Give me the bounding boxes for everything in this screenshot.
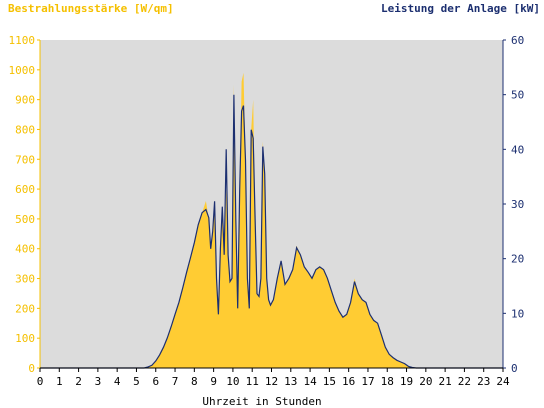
x-tick-label: 1 <box>56 375 63 388</box>
right-tick-label: 10 <box>511 307 524 320</box>
x-tick-label: 3 <box>95 375 102 388</box>
left-tick-label: 700 <box>15 153 35 166</box>
left-tick-label: 500 <box>15 213 35 226</box>
left-tick-label: 400 <box>15 243 35 256</box>
left-tick-label: 1000 <box>9 64 36 77</box>
x-tick-label: 2 <box>75 375 82 388</box>
right-tick-label: 30 <box>511 198 524 211</box>
x-tick-label: 22 <box>458 375 471 388</box>
left-tick-label: 0 <box>28 362 35 375</box>
right-tick-label: 20 <box>511 253 524 266</box>
right-axis-ticks: 0 10 20 30 40 50 60 <box>503 34 524 375</box>
right-tick-label: 60 <box>511 34 524 47</box>
left-tick-label: 200 <box>15 302 35 315</box>
left-tick-label: 800 <box>15 123 35 136</box>
x-axis-label: Uhrzeit in Stunden <box>202 395 321 408</box>
x-tick-label: 10 <box>226 375 239 388</box>
x-tick-label: 5 <box>133 375 140 388</box>
left-axis-ticks: 0 100 200 300 400 500 600 700 800 900 1000 1100 <box>9 34 40 375</box>
x-tick-label: 20 <box>419 375 432 388</box>
x-tick-label: 8 <box>191 375 198 388</box>
x-tick-label: 0 <box>37 375 44 388</box>
x-tick-label: 4 <box>114 375 121 388</box>
x-tick-label: 21 <box>439 375 452 388</box>
left-tick-label: 300 <box>15 273 35 286</box>
irradiance-area <box>40 72 503 369</box>
x-tick-label: 14 <box>303 375 317 388</box>
right-tick-label: 40 <box>511 143 524 156</box>
x-tick-label: 18 <box>381 375 394 388</box>
x-tick-label: 11 <box>246 375 259 388</box>
x-tick-label: 12 <box>265 375 278 388</box>
left-tick-label: 1100 <box>9 34 36 47</box>
x-tick-label: 9 <box>210 375 217 388</box>
power-line <box>40 94 503 369</box>
x-tick-label: 17 <box>361 375 374 388</box>
x-tick-label: 24 <box>496 375 510 388</box>
left-axis-label: Bestrahlungsstärke [W/qm] <box>8 2 174 15</box>
x-tick-label: 13 <box>284 375 297 388</box>
right-axis-label: Leistung der Anlage [kW] <box>381 2 540 15</box>
x-tick-label: 19 <box>400 375 413 388</box>
left-tick-label: 900 <box>15 94 35 107</box>
left-tick-label: 100 <box>15 332 35 345</box>
x-axis-ticks: 0 1 2 3 4 5 6 7 8 9 10 11 12 13 14 15 16 17 18 19 20 21 22 23 24 <box>37 368 510 388</box>
right-tick-label: 50 <box>511 89 524 102</box>
x-tick-label: 15 <box>323 375 336 388</box>
x-tick-label: 6 <box>152 375 159 388</box>
right-tick-label: 0 <box>511 362 518 375</box>
left-tick-label: 600 <box>15 183 35 196</box>
x-tick-label: 23 <box>477 375 490 388</box>
x-tick-label: 7 <box>172 375 179 388</box>
x-tick-label: 16 <box>342 375 355 388</box>
